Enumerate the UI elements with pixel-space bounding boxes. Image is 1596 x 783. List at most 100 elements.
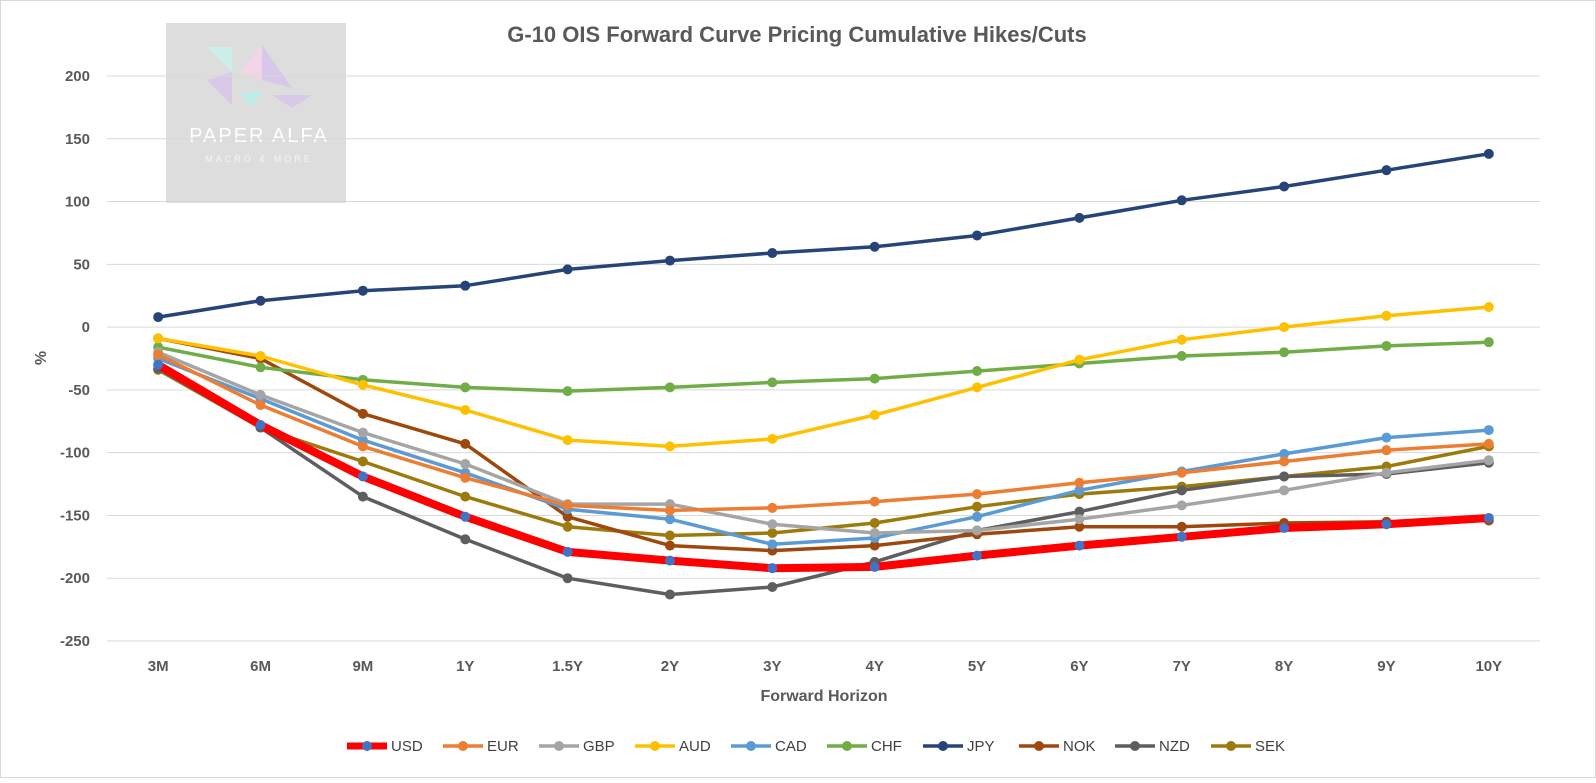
x-tick-label: 8Y [1275,658,1293,675]
data-point-eur [1381,445,1392,456]
x-tick-label: 7Y [1173,658,1191,675]
y-tick-label: 200 [65,68,90,85]
data-point-jpy [1381,165,1392,176]
data-point-chf [1176,350,1187,361]
data-point-aud [869,410,880,420]
x-axis-title: Forward Horizon [760,688,887,705]
legend-label: EUR [487,738,519,755]
data-point-cad [1381,432,1392,443]
x-tick-label: 2Y [661,658,679,675]
data-point-sek [460,491,471,502]
data-point-jpy [562,264,573,275]
data-point-aud [1176,334,1187,345]
data-point-chf [869,373,880,384]
data-point-jpy [460,280,471,291]
x-tick-label: 1.5Y [552,658,583,675]
data-point-gbp [1483,455,1494,466]
legend-label: GBP [583,738,615,755]
data-point-nzd [460,534,471,545]
data-point-cad [1279,448,1290,459]
data-point-aud [664,441,675,452]
data-point-aud [972,382,983,393]
data-point-sek [357,456,368,467]
series-aud [153,302,1494,452]
data-point-jpy [153,312,164,323]
legend-swatch-marker [938,741,948,751]
series-line-eur [156,352,1491,513]
legend-swatch-marker [1226,741,1236,751]
data-point-nzd [562,573,573,584]
x-tick-label: 9Y [1377,658,1395,675]
x-tick-label: 6Y [1070,658,1088,675]
data-point-gbp [460,458,471,469]
data-point-chf [664,382,675,393]
data-point-gbp [255,389,266,400]
data-point-aud [1483,302,1494,313]
legend-swatch-marker [1034,741,1044,751]
x-tick-label: 5Y [968,658,986,675]
series-line-jpy [156,152,1491,319]
data-point-sek [972,501,983,512]
data-point-usd [1483,512,1494,523]
legend-item-sek: SEK [1211,738,1285,755]
x-tick-label: 10Y [1475,658,1502,675]
legend-item-nok: NOK [1019,738,1096,755]
data-point-usd [1381,519,1392,530]
legend: USD EUR GBP AUD CAD CHF JPY NOK NZD SEK [347,738,1285,755]
y-axis-title: % [33,351,50,365]
data-point-nzd [767,582,778,593]
x-tick-label: 4Y [865,658,883,675]
y-tick-label: 50 [73,256,90,273]
data-point-eur [767,502,778,513]
legend-swatch-marker [362,741,372,751]
data-point-gbp [1279,485,1290,496]
watermark-tagline: MACRO & MORE [205,154,313,164]
series-line-aud [156,305,1491,449]
data-point-usd [869,561,880,572]
data-point-nok [869,540,880,551]
data-point-eur [357,441,368,452]
data-point-aud [767,433,778,444]
data-point-chf [767,377,778,388]
x-tick-label: 3M [148,658,169,675]
legend-item-eur: EUR [443,738,519,755]
y-tick-label: -250 [60,633,90,650]
legend-swatch-marker [650,741,660,751]
data-point-eur [1176,467,1187,478]
data-point-nok [664,540,675,551]
data-point-jpy [1279,181,1290,192]
data-point-eur [562,500,573,511]
data-point-eur [869,496,880,507]
data-point-nzd [1074,506,1085,517]
x-tick-label: 9M [352,658,373,675]
legend-swatch-marker [458,741,468,751]
data-point-nzd [357,491,368,502]
data-point-usd [1074,540,1085,551]
x-tick-label: 6M [250,658,271,675]
series-line-chf [156,340,1491,393]
data-point-nok [460,438,471,449]
series-chf [153,337,1494,397]
data-point-aud [460,404,471,415]
legend-swatch-marker [842,741,852,751]
data-point-nok [1074,521,1085,532]
legend-label: CHF [871,738,902,755]
data-point-usd [1279,523,1290,533]
y-axis-ticks: 200 150 100 50 0 -50 -100 -150 -200 -250 [60,68,90,650]
series-line-cad [156,356,1491,547]
data-point-aud [1074,354,1085,365]
data-point-usd [357,471,368,482]
data-point-eur [153,349,164,360]
data-point-usd [664,555,675,566]
legend-item-gbp: GBP [539,738,615,755]
watermark-logo-icon [207,45,312,108]
y-tick-label: -50 [68,382,90,399]
data-point-nzd [1279,471,1290,482]
x-axis-ticks: 3M 6M 9M 1Y 1.5Y 2Y 3Y 4Y 5Y 6Y 7Y 8Y 9Y 10Y [148,658,1502,675]
data-point-eur [460,472,471,483]
legend-item-cad: CAD [731,738,807,755]
data-point-cad [664,514,675,525]
data-point-chf [1381,340,1392,351]
data-point-aud [1381,310,1392,321]
